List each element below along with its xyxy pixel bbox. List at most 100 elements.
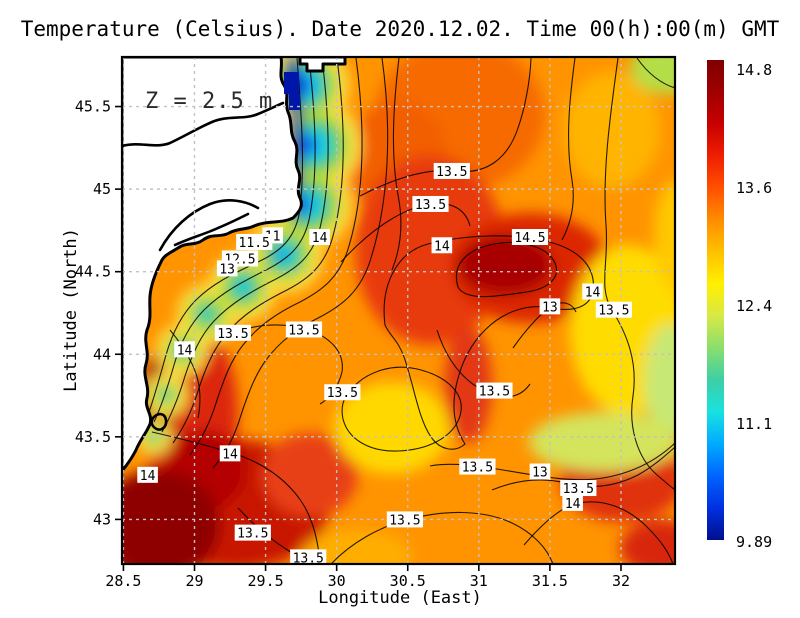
contour-label-box	[595, 301, 632, 318]
contour-label: 13.5	[234, 524, 271, 542]
contour-label: 13.5	[324, 384, 361, 401]
y-tick-label: 43	[93, 510, 111, 528]
colorbar-tick-labels: 14.8 13.6 12.4 11.1 9.89	[736, 61, 772, 551]
contour-label-box	[174, 341, 195, 358]
contour-label: 14.5	[511, 229, 549, 246]
contour-label-value: 13.5	[563, 482, 594, 497]
plot-frame	[120, 55, 677, 566]
contour-label: 14	[431, 237, 453, 254]
land-coastline	[122, 57, 347, 473]
contour-label: 14	[137, 466, 158, 484]
contour-label: 13.5	[476, 382, 513, 400]
contour-label-box	[309, 229, 330, 246]
contour-label: 13.5	[285, 321, 323, 338]
contour-label-value: 13	[542, 300, 558, 315]
contour-label-box	[219, 445, 241, 462]
contour-label: 11.5	[236, 233, 273, 251]
contour-label-box	[582, 283, 603, 300]
contour-label-value: 13.5	[389, 513, 420, 528]
contour-label-value: 14	[177, 343, 193, 358]
contour-label: 13	[529, 463, 551, 481]
chart-title: Temperature (Celsius). Date 2020.12.02. …	[21, 17, 780, 41]
contour-label-value: 13.5	[237, 527, 268, 542]
colorbar-tick-label: 14.8	[736, 61, 772, 79]
colorbar: 14.8 13.6 12.4 11.1 9.89	[707, 60, 772, 551]
contour-label: 13.5	[560, 480, 597, 497]
contour-label: 14	[219, 445, 241, 462]
x-tick-label: 30	[328, 572, 346, 590]
contour-label: 13.5	[595, 301, 632, 319]
contour-label-box	[412, 195, 449, 212]
x-axis-title: Longitude (East)	[318, 588, 482, 608]
horizontal-gridlines	[122, 105, 675, 521]
contour-label: 14	[582, 283, 603, 301]
y-tick-label: 43.5	[75, 428, 111, 446]
contour-label: 13.5	[433, 162, 470, 180]
contour-label-box	[459, 458, 496, 475]
contour-label-value: 13.5	[479, 385, 510, 400]
colorbar-gradient	[707, 60, 724, 540]
contour-label-value: 13.5	[598, 304, 629, 319]
x-axis-ticks: 28.5 29 29.5 30 30.5 31 31.5 32	[105, 564, 630, 590]
contour-label: 13.5	[290, 549, 327, 566]
contour-label-box	[290, 549, 327, 566]
x-tick-label: 30.5	[390, 572, 426, 590]
contour-label-value: 13	[532, 466, 548, 481]
contour-label-box	[324, 384, 361, 401]
y-axis-title: Latitude (North)	[61, 228, 81, 392]
contour-label-value: 13.5	[217, 327, 248, 342]
contour-label: 13	[216, 260, 238, 277]
contour-label-box	[529, 463, 551, 480]
contour-label-value: 14	[585, 286, 601, 301]
y-tick-label: 44.5	[75, 263, 111, 281]
contour-label-value: 13.5	[288, 323, 319, 338]
contour-label-box	[285, 321, 323, 338]
contour-lines	[148, 57, 675, 564]
contour-label: 14	[562, 494, 583, 512]
x-tick-label: 32	[612, 572, 630, 590]
contour-label-value: 13.5	[436, 165, 467, 180]
heatmap-field	[122, 57, 675, 564]
contour-label: 14	[309, 229, 330, 246]
colorbar-tick-label: 11.1	[736, 415, 772, 433]
x-tick-label: 31.5	[532, 572, 568, 590]
contour-label: 13	[539, 298, 561, 315]
x-tick-label: 29	[185, 572, 203, 590]
cold-river-plume-cell	[284, 72, 299, 94]
contour-label-value: 13.5	[462, 461, 493, 476]
contour-label-box	[539, 298, 561, 315]
contour-label-value: 13	[219, 262, 235, 277]
x-tick-label: 28.5	[105, 572, 141, 590]
contour-label-box	[216, 260, 238, 277]
contour-label-value: 14	[434, 239, 450, 254]
y-tick-label: 44	[93, 345, 111, 363]
contour-label-value: 14	[222, 447, 238, 462]
contour-label-value: 14	[565, 497, 581, 512]
y-tick-label: 45	[93, 180, 111, 198]
cold-river-plume-cell	[289, 94, 300, 110]
contour-label-box	[236, 233, 273, 250]
contour-label-box	[511, 229, 549, 246]
colorbar-tick-label: 9.89	[736, 533, 772, 551]
contour-label-box	[562, 494, 583, 511]
contour-label-box	[433, 162, 470, 179]
contour-label-value: 11.5	[239, 236, 270, 251]
contour-label-value: 13.5	[293, 551, 324, 566]
colorbar-tick-label: 13.6	[736, 179, 772, 197]
contour-label: 13.5	[459, 458, 496, 476]
contour-label: 13.5	[386, 511, 423, 528]
x-tick-label: 31	[470, 572, 488, 590]
contour-label-value: 14	[140, 469, 156, 484]
contour-label-value: 14.5	[514, 231, 545, 246]
contour-label-box	[386, 511, 423, 528]
colorbar-tick-label: 12.4	[736, 297, 772, 315]
contour-label-box	[431, 237, 453, 254]
contour-label-box	[234, 524, 271, 541]
contour-label: 14	[174, 341, 195, 358]
x-tick-label: 29.5	[248, 572, 284, 590]
depth-annotation: Z = 2.5 m	[145, 89, 273, 114]
contour-label: 13.5	[214, 324, 251, 342]
